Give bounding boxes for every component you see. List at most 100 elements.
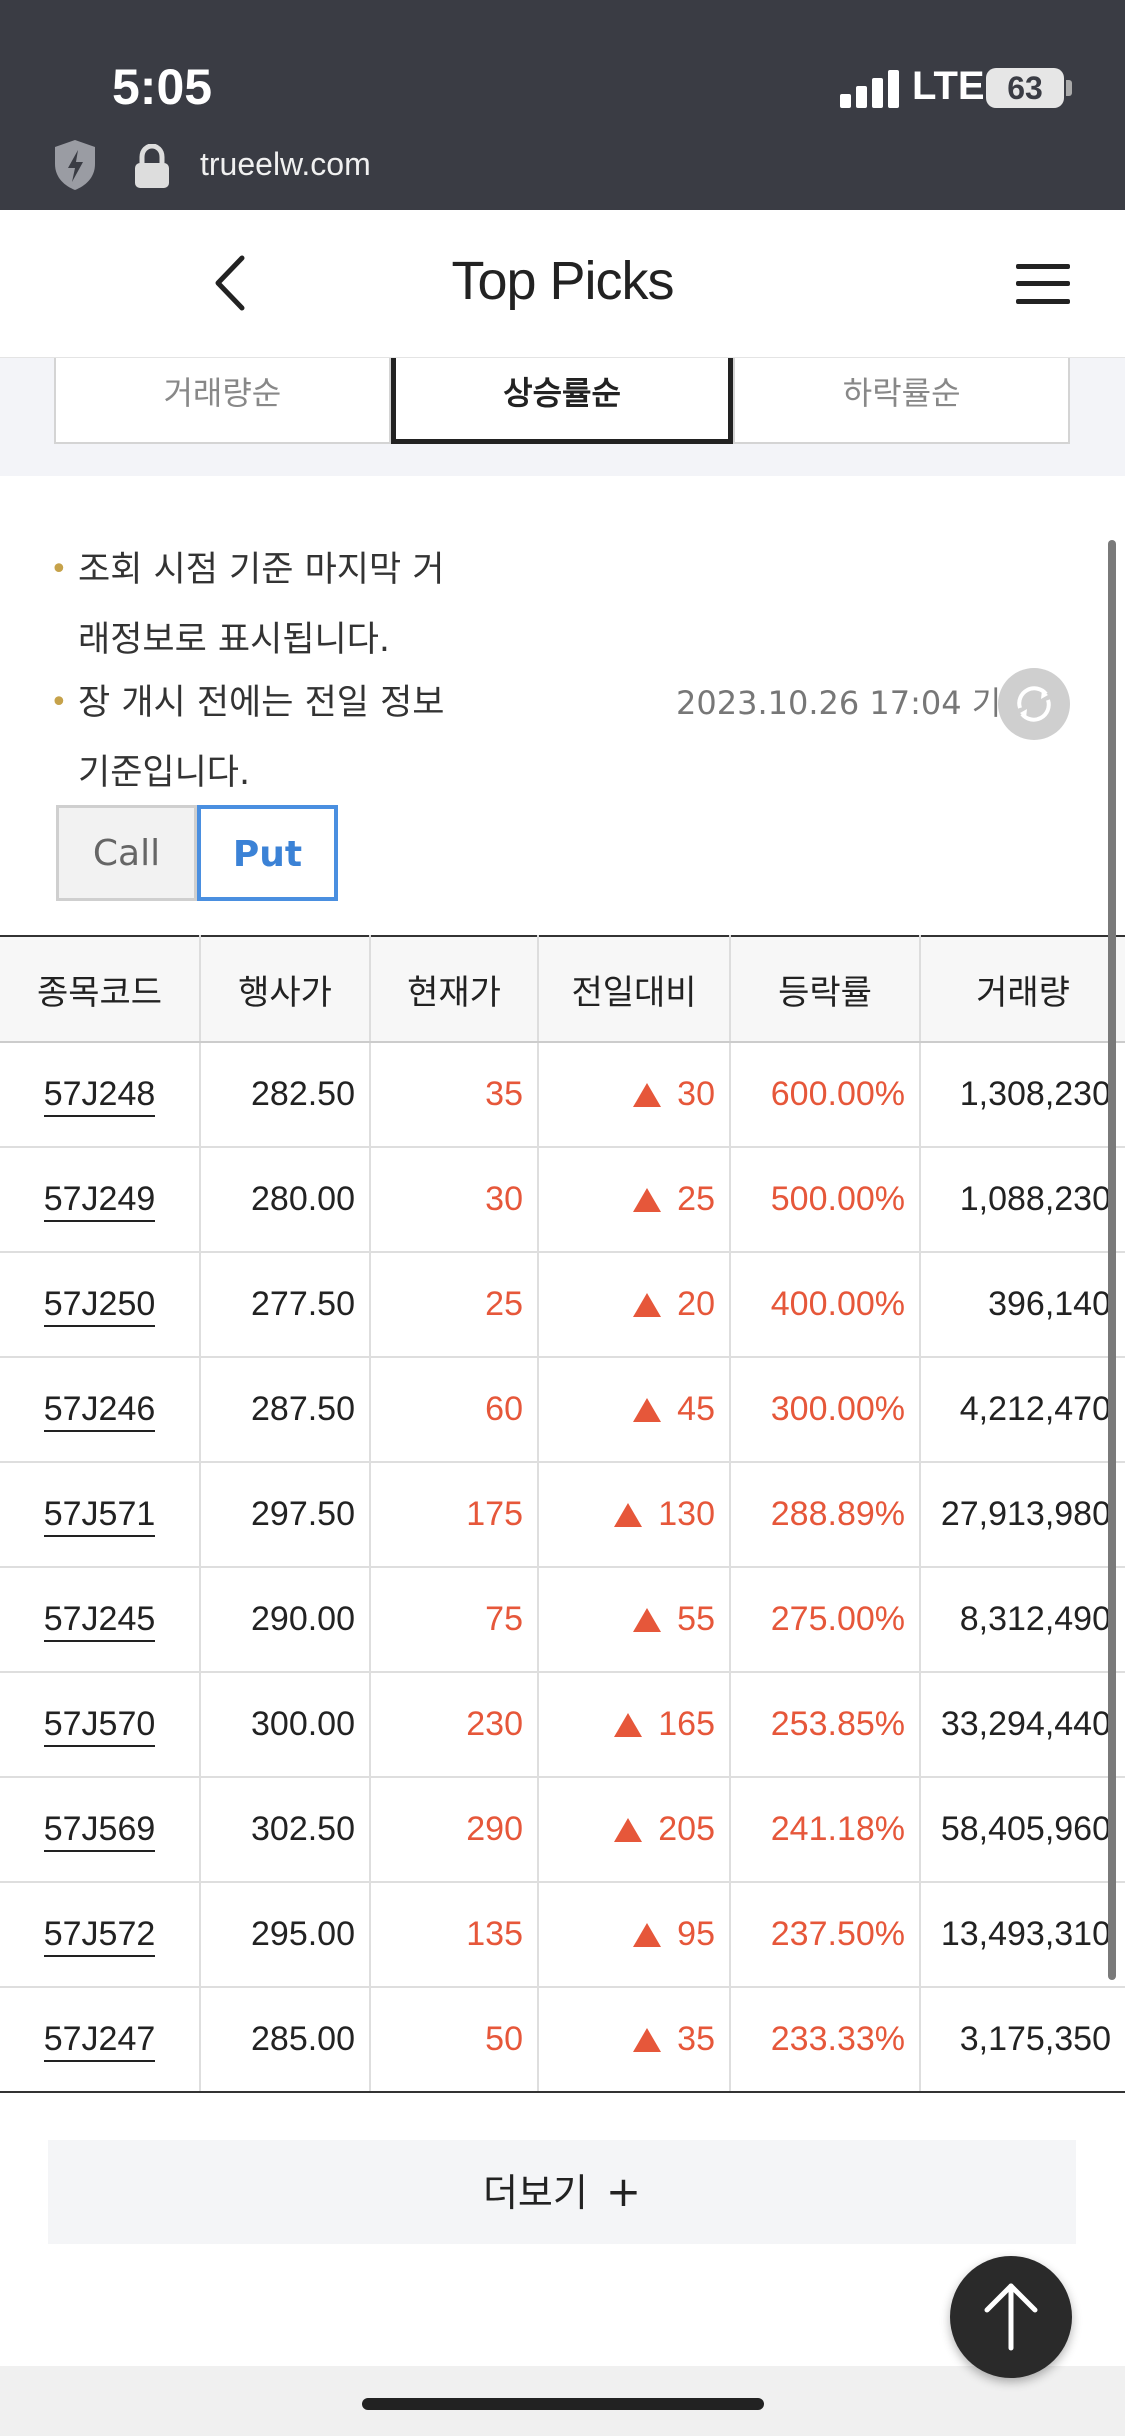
info-note: • 장 개시 전에는 전일 정보 기준입니다. [50, 668, 480, 808]
status-bar: 5:05 LTE 63 trueelw.com [0, 0, 1125, 210]
plus-icon: + [605, 2167, 642, 2216]
up-triangle-icon [633, 1188, 662, 1212]
up-triangle-icon [633, 1923, 662, 1947]
change-value: 130 [658, 1495, 715, 1533]
call-button[interactable]: Call [56, 805, 197, 901]
volume-cell: 4,212,470 [920, 1357, 1125, 1463]
table-row: 57J245 290.00 75 55 275.00% 8,312,490 [0, 1567, 1125, 1673]
column-header: 거래량 [920, 935, 1125, 1043]
code-link-cell[interactable]: 57J571 [0, 1462, 201, 1568]
code-link[interactable]: 57J250 [43, 1285, 156, 1327]
code-link-cell[interactable]: 57J570 [0, 1672, 201, 1778]
change-value: 205 [658, 1810, 715, 1848]
change-cell: 45 [538, 1357, 731, 1463]
put-button[interactable]: Put [197, 805, 338, 901]
change-value: 45 [677, 1390, 715, 1428]
code-link[interactable]: 57J569 [43, 1810, 156, 1852]
change-value: 95 [677, 1915, 715, 1953]
column-header: 현재가 [370, 935, 539, 1043]
volume-cell: 8,312,490 [920, 1567, 1125, 1673]
price-cell: 30 [370, 1147, 539, 1253]
home-indicator[interactable] [362, 2398, 764, 2410]
up-triangle-icon [633, 1608, 662, 1632]
strike-cell: 282.50 [200, 1042, 371, 1148]
change-cell: 20 [538, 1252, 731, 1358]
info-note-line: 조회 시점 기준 마지막 거 [78, 550, 445, 590]
table-row: 57J249 280.00 30 25 500.00% 1,088,230 [0, 1147, 1125, 1253]
code-link-cell[interactable]: 57J248 [0, 1042, 201, 1148]
rate-cell: 288.89% [730, 1462, 921, 1568]
info-note: • 조회 시점 기준 마지막 거 래정보로 표시됩니다. [50, 535, 480, 675]
network-label: LTE [912, 64, 985, 108]
code-link-cell[interactable]: 57J249 [0, 1147, 201, 1253]
up-triangle-icon [614, 1818, 643, 1842]
table-row: 57J250 277.50 25 20 400.00% 396,140 [0, 1252, 1125, 1358]
info-note-line: 래정보로 표시됩니다. [78, 620, 391, 660]
tab-fall-rate[interactable]: 하락률순 [733, 358, 1071, 444]
refresh-icon [1017, 686, 1051, 722]
hamburger-menu-icon[interactable] [1016, 264, 1070, 304]
sort-tabs-area: 거래량순 상승률순 하락률순 [0, 358, 1125, 476]
shield-icon[interactable] [52, 138, 98, 192]
code-link-cell[interactable]: 57J245 [0, 1567, 201, 1673]
tab-volume[interactable]: 거래량순 [54, 358, 391, 444]
bullet-icon: • [50, 552, 68, 587]
code-link-cell[interactable]: 57J247 [0, 1987, 201, 2093]
price-cell: 230 [370, 1672, 539, 1778]
code-link[interactable]: 57J572 [43, 1915, 156, 1957]
price-cell: 35 [370, 1042, 539, 1148]
strike-cell: 285.00 [200, 1987, 371, 2093]
code-link-cell[interactable]: 57J250 [0, 1252, 201, 1358]
rate-cell: 241.18% [730, 1777, 921, 1883]
code-link-cell[interactable]: 57J569 [0, 1777, 201, 1883]
code-link-cell[interactable]: 57J246 [0, 1357, 201, 1463]
code-link[interactable]: 57J246 [43, 1390, 156, 1432]
strike-cell: 280.00 [200, 1147, 371, 1253]
signal-icon [840, 68, 900, 108]
arrow-up-icon [984, 2283, 1038, 2351]
scrollbar[interactable] [1108, 540, 1116, 1980]
rate-cell: 400.00% [730, 1252, 921, 1358]
nav-header: Top Picks [0, 210, 1125, 358]
code-link-cell[interactable]: 57J572 [0, 1882, 201, 1988]
table-row: 57J247 285.00 50 35 233.33% 3,175,350 [0, 1987, 1125, 2093]
code-link[interactable]: 57J570 [43, 1705, 156, 1747]
table-row: 57J248 282.50 35 30 600.00% 1,308,230 [0, 1042, 1125, 1148]
call-put-toggle: Call Put [56, 805, 338, 901]
column-header: 등락률 [730, 935, 921, 1043]
code-link[interactable]: 57J248 [43, 1075, 156, 1117]
code-link[interactable]: 57J571 [43, 1495, 156, 1537]
scroll-to-top-button[interactable] [950, 2256, 1072, 2378]
rate-cell: 237.50% [730, 1882, 921, 1988]
change-cell: 95 [538, 1882, 731, 1988]
change-cell: 30 [538, 1042, 731, 1148]
change-cell: 55 [538, 1567, 731, 1673]
code-link[interactable]: 57J245 [43, 1600, 156, 1642]
table-header-row: 종목코드 행사가 현재가 전일대비 등락률 거래량 [0, 935, 1125, 1043]
code-link[interactable]: 57J247 [43, 2020, 156, 2062]
refresh-button[interactable] [998, 668, 1070, 740]
price-cell: 175 [370, 1462, 539, 1568]
back-chevron-icon[interactable] [208, 250, 252, 316]
volume-cell: 396,140 [920, 1252, 1125, 1358]
rate-cell: 500.00% [730, 1147, 921, 1253]
table-row: 57J570 300.00 230 165 253.85% 33,294,440 [0, 1672, 1125, 1778]
tab-rise-rate[interactable]: 상승률순 [390, 358, 734, 444]
table-row: 57J246 287.50 60 45 300.00% 4,212,470 [0, 1357, 1125, 1463]
up-triangle-icon [633, 1083, 662, 1107]
volume-cell: 58,405,960 [920, 1777, 1125, 1883]
change-cell: 205 [538, 1777, 731, 1883]
strike-cell: 277.50 [200, 1252, 371, 1358]
bullet-icon: • [50, 685, 68, 720]
volume-cell: 1,088,230 [920, 1147, 1125, 1253]
up-triangle-icon [633, 2028, 662, 2052]
more-button[interactable]: 더보기 + [48, 2140, 1076, 2244]
strike-cell: 302.50 [200, 1777, 371, 1883]
strike-cell: 295.00 [200, 1882, 371, 1988]
code-link[interactable]: 57J249 [43, 1180, 156, 1222]
volume-cell: 33,294,440 [920, 1672, 1125, 1778]
price-cell: 60 [370, 1357, 539, 1463]
url-bar[interactable]: trueelw.com [200, 146, 371, 182]
up-triangle-icon [633, 1398, 662, 1422]
rate-cell: 275.00% [730, 1567, 921, 1673]
